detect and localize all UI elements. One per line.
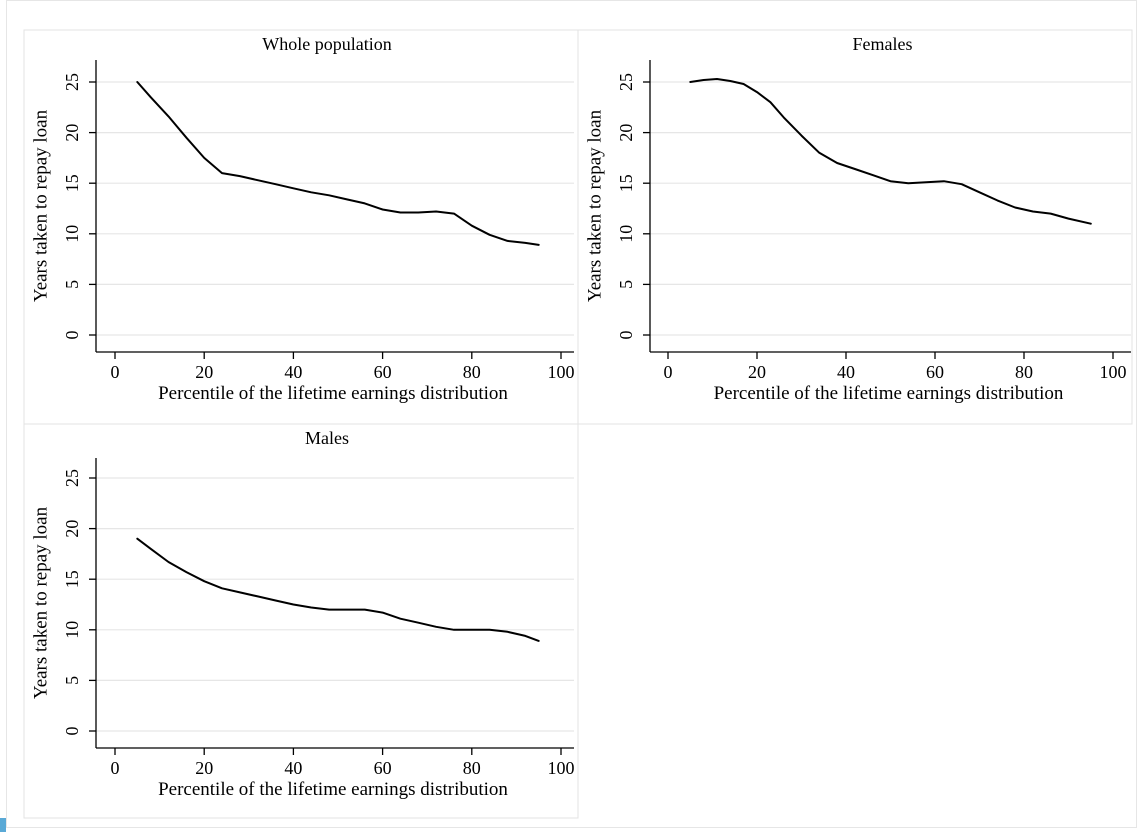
y-tick-label: 5 [616, 280, 636, 289]
x-tick-label: 20 [195, 758, 213, 778]
x-tick-label: 80 [463, 362, 481, 382]
y-tick-label: 15 [616, 174, 636, 192]
panel-1: 0 5 10 15 20 25 0 20 40 60 80 100 Whole population Pe… [23, 29, 579, 425]
x-tick-label: 80 [463, 758, 481, 778]
x-tick-label: 100 [1100, 362, 1127, 382]
panel-title: Females [853, 34, 913, 54]
panel-2: 0 5 10 15 20 25 0 20 40 60 80 100 Females Percentile … [577, 29, 1133, 425]
y-tick-label: 15 [62, 174, 82, 192]
corner-accent [0, 818, 6, 832]
y-tick-label: 20 [62, 124, 82, 142]
y-tick-label: 0 [62, 331, 82, 340]
x-tick-label: 40 [284, 758, 302, 778]
y-tick-label: 10 [62, 225, 82, 243]
y-tick-label: 10 [62, 621, 82, 639]
y-tick-label: 10 [616, 225, 636, 243]
panel-background [577, 29, 1133, 425]
x-tick-label: 20 [195, 362, 213, 382]
y-tick-label: 25 [616, 73, 636, 91]
series-line [136, 81, 540, 246]
x-tick-label: 80 [1015, 362, 1033, 382]
y-tick-label: 0 [62, 727, 82, 736]
y-tick-label: 5 [62, 676, 82, 685]
x-tick-label: 100 [548, 362, 575, 382]
x-tick-label: 40 [284, 362, 302, 382]
y-tick-label: 0 [616, 331, 636, 340]
x-axis-title: Percentile of the lifetime earnings dist… [714, 383, 1064, 404]
y-axis-title: Years taken to repay loan [585, 109, 606, 302]
y-tick-label: 20 [616, 124, 636, 142]
x-tick-label: 0 [111, 362, 120, 382]
x-tick-label: 60 [374, 362, 392, 382]
x-tick-label: 60 [926, 362, 944, 382]
page-frame [6, 0, 1137, 828]
x-axis-title: Percentile of the lifetime earnings dist… [158, 383, 508, 404]
series-line [689, 78, 1092, 225]
y-tick-label: 5 [62, 280, 82, 289]
x-tick-label: 40 [837, 362, 855, 382]
y-axis-title: Years taken to repay loan [31, 109, 52, 302]
panel-background [23, 423, 579, 819]
x-axis-title: Percentile of the lifetime earnings dist… [158, 779, 508, 800]
y-tick-label: 15 [62, 570, 82, 588]
x-tick-label: 60 [374, 758, 392, 778]
panel-title: Males [305, 428, 349, 448]
panel-title: Whole population [262, 34, 391, 54]
y-tick-label: 25 [62, 73, 82, 91]
x-tick-label: 20 [748, 362, 766, 382]
y-axis-title: Years taken to repay loan [31, 506, 52, 699]
x-tick-label: 0 [664, 362, 673, 382]
x-tick-label: 100 [548, 758, 575, 778]
series-line [136, 537, 540, 642]
y-tick-label: 25 [62, 469, 82, 487]
y-tick-label: 20 [62, 520, 82, 538]
panel-3: 0 5 10 15 20 25 0 20 40 60 80 100 Males Percentile of… [23, 423, 579, 819]
x-tick-label: 0 [111, 758, 120, 778]
